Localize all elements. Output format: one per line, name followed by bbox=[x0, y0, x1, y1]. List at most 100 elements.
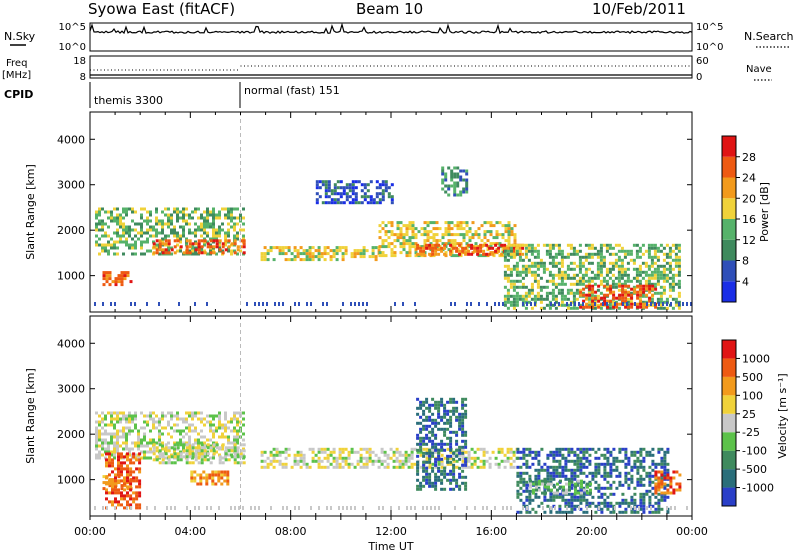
echo-cell bbox=[179, 450, 182, 454]
echo-cell bbox=[573, 450, 577, 454]
echo-cell bbox=[563, 297, 567, 301]
echo-cell bbox=[582, 299, 586, 303]
echo-cell bbox=[543, 462, 547, 466]
echo-cell bbox=[675, 488, 679, 492]
echo-cell bbox=[456, 227, 460, 231]
colorbar-tick-label: 100 bbox=[742, 389, 763, 402]
echo-cell bbox=[108, 479, 111, 483]
echo-cell bbox=[152, 242, 156, 246]
echo-cell bbox=[678, 488, 682, 492]
echo-cell bbox=[281, 450, 285, 454]
echo-cell bbox=[101, 447, 104, 451]
echo-cell bbox=[432, 221, 436, 225]
echo-cell bbox=[236, 245, 240, 249]
echo-cell bbox=[221, 249, 224, 253]
echo-cell bbox=[215, 245, 219, 249]
echo-cell bbox=[603, 293, 607, 297]
echo-cell bbox=[263, 258, 267, 262]
echo-cell bbox=[483, 236, 487, 240]
echo-cell bbox=[515, 246, 519, 250]
echo-cell bbox=[456, 242, 460, 246]
echo-cell bbox=[575, 249, 579, 253]
echo-cell bbox=[549, 453, 553, 457]
echo-cell bbox=[101, 228, 104, 232]
echo-cell bbox=[120, 491, 123, 495]
echo-cell bbox=[233, 216, 236, 220]
echo-cell bbox=[550, 506, 552, 510]
colorbar-segment bbox=[722, 395, 736, 414]
echo-cell bbox=[666, 483, 670, 487]
echo-cell bbox=[579, 501, 583, 505]
echo-cell bbox=[293, 255, 297, 259]
echo-cell bbox=[198, 506, 200, 510]
echo-cell bbox=[522, 450, 526, 454]
echo-cell bbox=[588, 480, 592, 484]
echo-cell bbox=[612, 462, 616, 466]
echo-cell bbox=[426, 224, 430, 228]
echo-cell bbox=[621, 299, 625, 303]
echo-cell bbox=[95, 429, 98, 433]
echo-cell bbox=[536, 249, 540, 253]
echo-cell bbox=[557, 273, 561, 277]
echo-cell bbox=[398, 462, 402, 466]
echo-cell bbox=[579, 489, 583, 493]
echo-cell bbox=[507, 224, 511, 228]
echo-cell bbox=[461, 427, 465, 431]
echo-cell bbox=[539, 297, 543, 301]
echo-cell bbox=[482, 450, 486, 454]
echo-cell bbox=[116, 414, 119, 418]
echo-cell bbox=[366, 183, 370, 187]
echo-cell bbox=[330, 506, 332, 510]
echo-cell bbox=[197, 417, 200, 421]
echo-cell bbox=[446, 442, 450, 446]
power-colorbar-label: Power [dB] bbox=[758, 182, 771, 242]
echo-cell bbox=[434, 445, 438, 449]
echo-cell bbox=[654, 462, 658, 466]
echo-cell bbox=[419, 430, 423, 434]
echo-cell bbox=[125, 426, 128, 430]
echo-cell bbox=[158, 417, 161, 421]
echo-cell bbox=[167, 213, 170, 217]
echo-cell bbox=[551, 264, 555, 268]
echo-cell bbox=[668, 282, 672, 286]
echo-cell bbox=[521, 267, 525, 271]
echo-cell bbox=[449, 415, 453, 419]
echo-cell bbox=[302, 453, 306, 457]
echo-cell bbox=[528, 474, 532, 478]
echo-cell bbox=[536, 291, 540, 295]
echo-cell bbox=[522, 447, 526, 451]
echo-cell bbox=[443, 442, 447, 446]
echo-cell bbox=[105, 476, 108, 480]
echo-cell bbox=[577, 479, 580, 483]
echo-cell bbox=[302, 462, 306, 466]
echo-cell bbox=[632, 276, 636, 280]
echo-cell bbox=[453, 233, 457, 237]
echo-cell bbox=[551, 255, 555, 259]
echo-cell bbox=[194, 411, 197, 415]
echo-cell bbox=[179, 452, 183, 456]
echo-cell bbox=[260, 258, 264, 262]
echo-cell bbox=[384, 189, 388, 193]
echo-cell bbox=[116, 246, 119, 250]
echo-cell bbox=[588, 293, 592, 297]
echo-cell bbox=[536, 243, 540, 247]
echo-cell bbox=[221, 461, 225, 465]
echo-cell bbox=[266, 302, 268, 306]
echo-cell bbox=[196, 482, 200, 486]
echo-cell bbox=[512, 288, 516, 292]
echo-cell bbox=[638, 264, 642, 268]
echo-cell bbox=[224, 216, 227, 220]
echo-cell bbox=[263, 255, 267, 259]
echo-cell bbox=[651, 287, 655, 291]
echo-cell bbox=[126, 274, 130, 278]
echo-cell bbox=[123, 494, 126, 498]
echo-cell bbox=[182, 435, 185, 439]
echo-cell bbox=[459, 193, 463, 197]
echo-cell bbox=[623, 303, 627, 307]
echo-cell bbox=[663, 465, 667, 469]
echo-cell bbox=[350, 462, 354, 466]
echo-cell bbox=[617, 270, 621, 274]
velocity-y-label: Slant Range [km] bbox=[24, 368, 37, 464]
echo-cell bbox=[212, 222, 215, 226]
